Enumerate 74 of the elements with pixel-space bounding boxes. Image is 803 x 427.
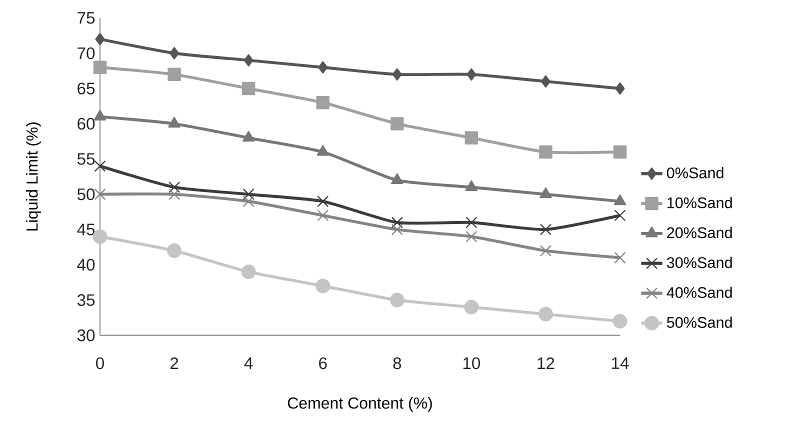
point (538, 306, 553, 322)
y-tick-label: 45 (77, 224, 95, 236)
x-tick-label: 2 (170, 357, 178, 369)
point (242, 196, 254, 208)
point (242, 188, 254, 200)
x-tick-label: 12 (538, 357, 554, 369)
point (391, 173, 404, 184)
legend-label: 20%Sand (667, 226, 732, 238)
point (540, 187, 552, 198)
point (615, 82, 625, 95)
point (169, 47, 180, 60)
point (242, 82, 256, 96)
x-tick-label: 6 (319, 357, 327, 370)
point (168, 68, 181, 82)
y-tick-label: 75 (78, 12, 95, 24)
point (317, 210, 329, 222)
point (540, 75, 551, 88)
point (390, 292, 404, 308)
point (466, 230, 478, 242)
point (614, 210, 626, 222)
point (93, 60, 107, 74)
point (540, 224, 552, 236)
point (390, 117, 404, 130)
point (392, 68, 402, 81)
point (539, 145, 552, 159)
point (317, 196, 329, 208)
legend-label: 40%Sand (666, 286, 732, 298)
point (95, 32, 105, 46)
x-tick-label: 8 (393, 357, 402, 370)
point (316, 96, 330, 110)
point (540, 244, 552, 256)
point (244, 54, 254, 66)
point (391, 216, 403, 228)
point (464, 131, 478, 144)
y-tick-label: 35 (77, 294, 95, 306)
x-tick-label: 4 (244, 357, 253, 369)
point (318, 61, 328, 74)
y-tick-label: 30 (77, 329, 95, 342)
point (316, 278, 330, 294)
y-tick-label: 65 (78, 82, 95, 94)
point (391, 224, 403, 236)
legend-label: 30%Sand (666, 256, 732, 268)
point (465, 180, 478, 192)
legend-label: 0%Sand (666, 167, 724, 178)
point (242, 130, 255, 142)
point (168, 181, 180, 194)
point (466, 216, 478, 228)
x-tick-label: 10 (463, 357, 480, 370)
x-tick-label: 14 (612, 357, 629, 369)
y-tick-label: 55 (77, 153, 95, 165)
point (94, 188, 106, 200)
point (613, 145, 627, 159)
point (92, 229, 108, 244)
x-tick-label: 0 (96, 357, 104, 370)
point (94, 110, 106, 121)
point (168, 188, 180, 200)
point (612, 314, 628, 328)
y-tick-label: 60 (78, 118, 95, 130)
legend-label: 50%Sand (666, 316, 732, 328)
y-tick-label: 40 (77, 258, 95, 271)
legend-label: 10%Sand (668, 196, 732, 208)
x-axis-title: Cement Content (%) (288, 396, 432, 412)
point (168, 116, 180, 128)
point (464, 300, 479, 314)
y-tick-label: 70 (78, 47, 95, 60)
point (614, 194, 626, 206)
point (241, 264, 256, 280)
y-axis-title: Liquid Limit (%) (26, 122, 41, 230)
point (614, 252, 626, 264)
point (316, 144, 330, 156)
point (466, 68, 476, 81)
y-tick-label: 50 (77, 188, 95, 200)
point (167, 243, 182, 258)
point (94, 160, 106, 172)
